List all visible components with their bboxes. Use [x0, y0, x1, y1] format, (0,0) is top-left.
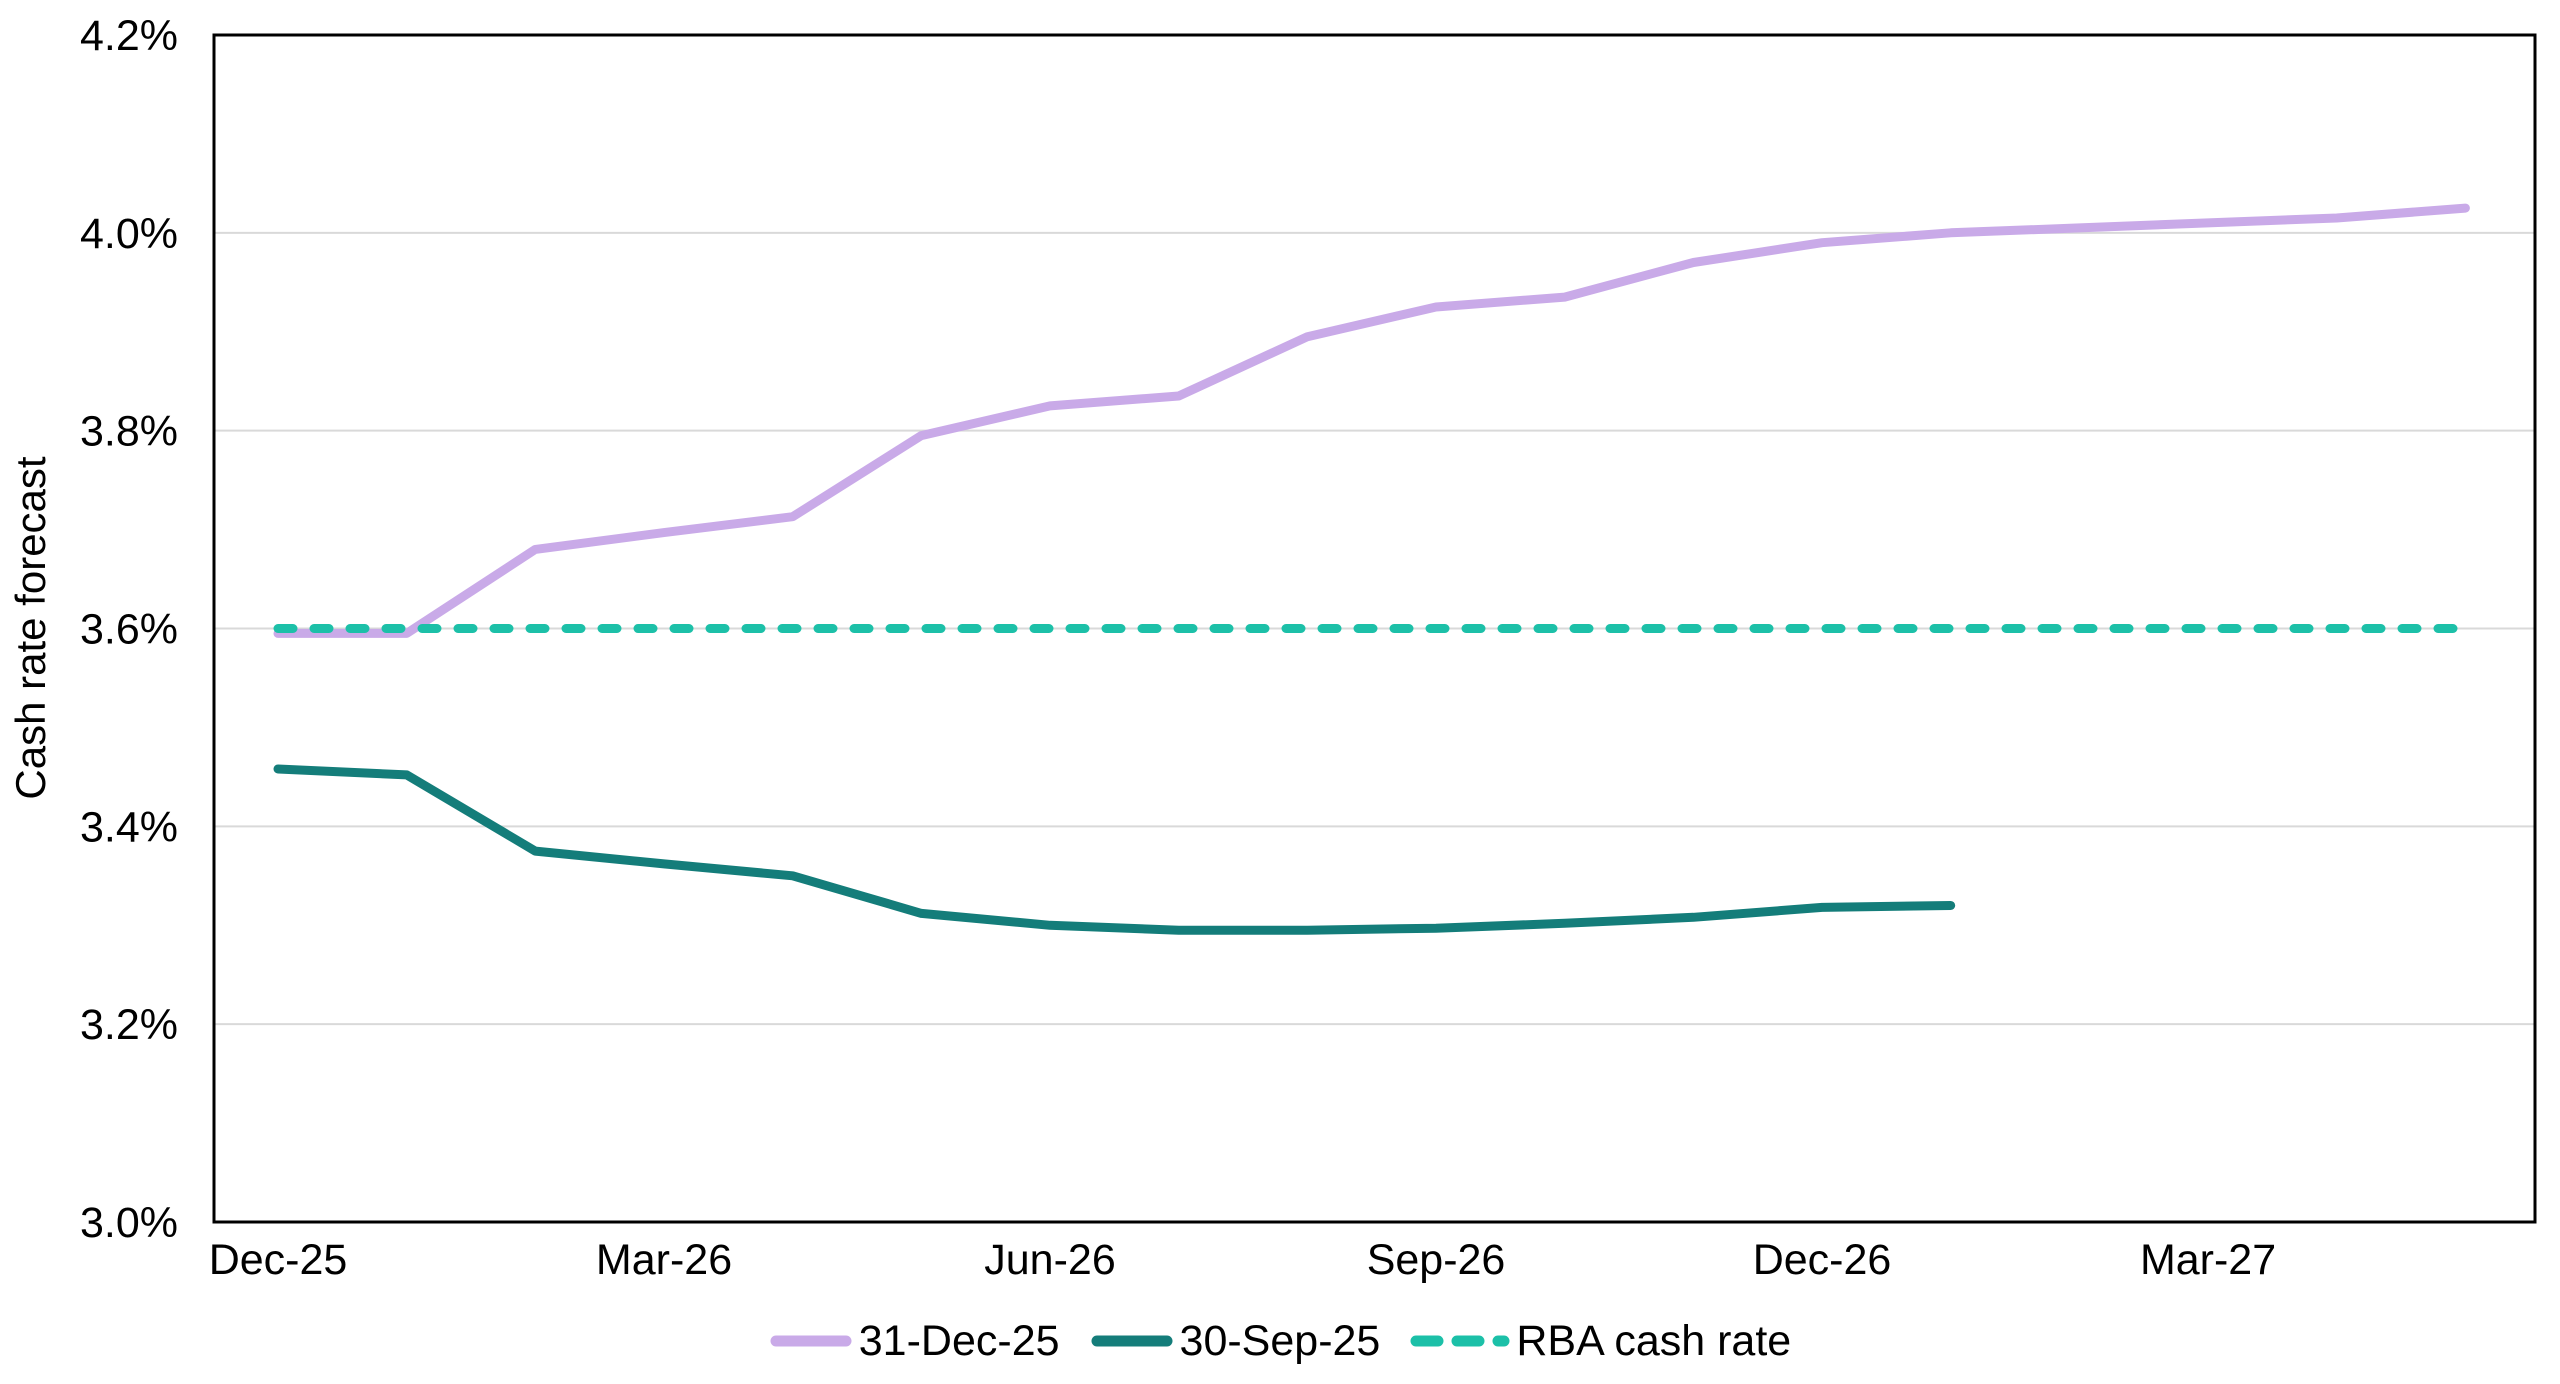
series-line-30-sep-25 — [273, 764, 1956, 935]
series-line-31-dec-25 — [273, 203, 2470, 638]
legend-swatch-dashed-teal — [1410, 1335, 1510, 1347]
y-axis-tick-label: 3.6% — [80, 606, 178, 654]
x-axis-tick-label: Mar-27 — [2140, 1236, 2276, 1284]
y-axis-tick-label: 3.8% — [80, 408, 178, 456]
plot-area: 3.0% 3.2% 3.4% 3.6% 3.8% 4.0% 4.2% Dec-25 Mar-26… — [7, 12, 2537, 1284]
y-axis-tick-label: 3.0% — [80, 1199, 178, 1247]
legend-item-31-dec-25: 31-Dec-25 — [769, 1316, 1060, 1365]
x-axis-tick-label: Sep-26 — [1367, 1236, 1506, 1284]
legend-swatch-solid-teal — [1091, 1335, 1173, 1347]
legend-item-rba-cash-rate: RBA cash rate — [1410, 1316, 1792, 1365]
legend-item-30-sep-25: 30-Sep-25 — [1090, 1316, 1381, 1365]
plot-border — [212, 33, 2537, 1224]
legend-swatch-solid-purple — [770, 1335, 852, 1347]
y-axis-tick-label: 3.2% — [80, 1001, 178, 1049]
x-axis-tick-label: Dec-25 — [209, 1236, 348, 1284]
x-axis-tick-label: Jun-26 — [984, 1236, 1115, 1284]
x-axis-tick-label: Dec-26 — [1753, 1236, 1892, 1284]
y-axis-tick-label: 4.0% — [80, 210, 178, 258]
x-axis-tick-label: Mar-26 — [596, 1236, 732, 1284]
legend-label: 30-Sep-25 — [1179, 1316, 1381, 1365]
y-axis-tick-label: 3.4% — [80, 803, 178, 851]
legend-label: RBA cash rate — [1516, 1316, 1792, 1365]
y-axis-tick-label: 4.2% — [80, 12, 178, 60]
legend-label: 31-Dec-25 — [858, 1316, 1060, 1365]
y-axis-title: Cash rate forecast — [7, 456, 54, 799]
legend: 31-Dec-25 30-Sep-25 RBA cash rate — [0, 1312, 2560, 1370]
